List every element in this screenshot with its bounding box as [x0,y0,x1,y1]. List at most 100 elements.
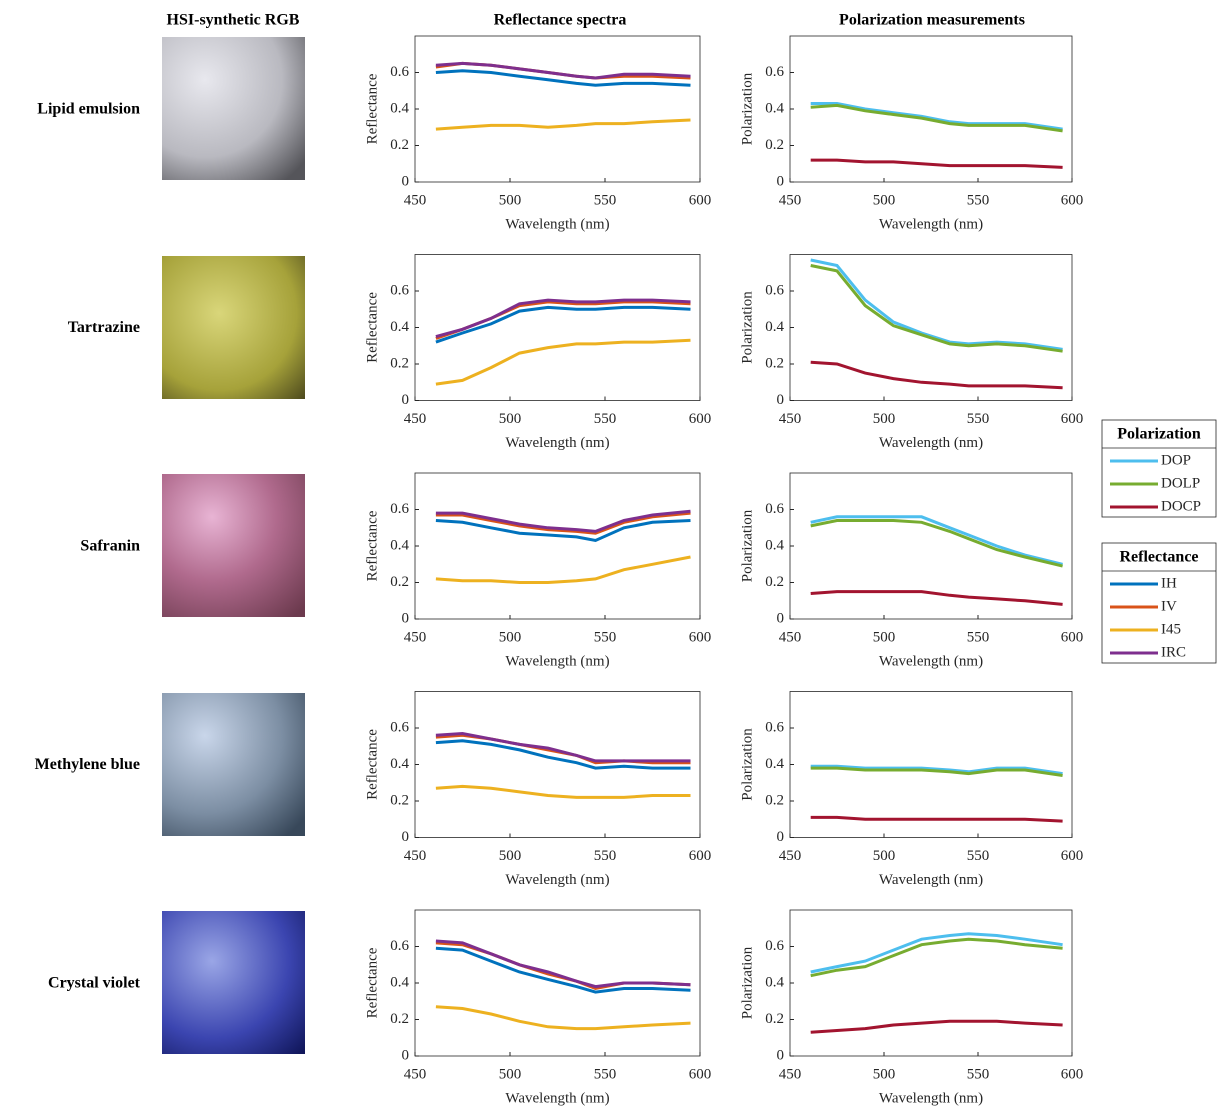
y-tick-label: 0 [402,610,410,626]
x-tick-label: 500 [499,629,522,645]
legend-label: IH [1161,575,1177,591]
x-tick-label: 450 [404,1066,427,1082]
x-tick-label: 550 [967,848,990,864]
y-tick-label: 0.2 [390,1011,409,1027]
series-line [435,739,691,770]
legend-label: DOLP [1161,475,1200,491]
x-tick-label: 500 [499,1066,522,1082]
x-tick-label: 500 [499,848,522,864]
x-tick-label: 450 [779,411,802,427]
series-line [810,360,1063,390]
y-tick-label: 0.6 [390,64,409,80]
series-line [435,338,691,386]
y-tick-label: 0.2 [765,574,784,590]
plot-area [414,472,701,620]
x-tick-label: 600 [1061,848,1084,864]
series-line [810,1019,1063,1034]
x-tick-label: 600 [689,629,712,645]
rgb-image [162,693,305,836]
y-tick-label: 0.6 [765,719,784,735]
series-line [435,69,691,87]
y-tick-label: 0.2 [765,792,784,808]
x-tick-label: 550 [594,848,617,864]
x-tick-label: 550 [967,192,990,208]
x-tick-label: 500 [873,192,896,208]
x-axis-label: Wavelength (nm) [879,216,983,232]
legend-label: I45 [1161,621,1181,637]
row-label: Methylene blue [35,756,140,773]
y-tick-label: 0.2 [390,137,409,153]
x-axis-label: Wavelength (nm) [879,872,983,888]
series-line [810,764,1063,776]
x-tick-label: 600 [689,848,712,864]
x-tick-label: 600 [689,192,712,208]
x-tick-label: 450 [404,192,427,208]
row-label: Lipid emulsion [37,101,140,118]
x-tick-label: 600 [1061,192,1084,208]
rgb-image [162,474,305,617]
plot-area [414,35,701,183]
plot-area [789,909,1073,1057]
x-tick-label: 450 [404,629,427,645]
y-tick-label: 0.6 [390,282,409,298]
x-axis-label: Wavelength (nm) [879,653,983,669]
x-tick-label: 550 [594,192,617,208]
x-tick-label: 450 [779,192,802,208]
y-tick-label: 0.2 [390,355,409,371]
x-tick-label: 600 [689,411,712,427]
x-tick-label: 500 [873,629,896,645]
y-tick-label: 0.6 [390,938,409,954]
y-tick-label: 0 [777,829,785,845]
legend-title: Polarization [1117,426,1201,443]
y-tick-label: 0 [402,829,410,845]
y-axis-label: Reflectance [364,510,380,581]
legend-label: DOCP [1161,498,1201,514]
series-line [810,158,1063,169]
series-line [435,939,691,989]
x-tick-label: 500 [499,192,522,208]
y-tick-label: 0.6 [765,938,784,954]
x-tick-label: 450 [779,848,802,864]
series-line [810,766,1063,777]
column-title: Reflectance spectra [494,12,627,29]
series-line [435,305,691,344]
plot-area [789,472,1073,620]
series-line [435,784,691,799]
y-tick-label: 0.4 [390,537,409,553]
x-tick-label: 550 [967,1066,990,1082]
x-tick-label: 550 [967,629,990,645]
y-tick-label: 0.4 [390,756,409,772]
y-tick-label: 0.4 [765,537,784,553]
y-tick-label: 0.2 [390,574,409,590]
rgb-image [162,256,305,399]
row-label: Crystal violet [48,975,141,992]
series-line [810,937,1063,978]
row-label: Tartrazine [68,319,140,336]
series-line [810,264,1063,353]
x-tick-label: 600 [689,1066,712,1082]
y-axis-label: Reflectance [364,729,380,800]
plot-area [789,35,1073,183]
column-title: Polarization measurements [839,12,1025,29]
legend-label: IRC [1161,644,1186,660]
y-axis-label: Reflectance [364,947,380,1018]
series-line [435,555,691,584]
x-tick-label: 600 [1061,1066,1084,1082]
x-tick-label: 500 [873,848,896,864]
y-axis-label: Reflectance [364,292,380,363]
y-tick-label: 0.2 [765,137,784,153]
y-axis-label: Polarization [739,509,755,582]
y-axis-label: Reflectance [364,73,380,144]
x-tick-label: 550 [967,411,990,427]
series-line [810,519,1063,568]
y-tick-label: 0.4 [390,319,409,335]
series-line [435,61,691,80]
legend-label: DOP [1161,452,1191,468]
y-tick-label: 0.2 [765,1011,784,1027]
x-tick-label: 450 [779,629,802,645]
y-tick-label: 0.4 [765,100,784,116]
y-axis-label: Polarization [739,946,755,1019]
x-axis-label: Wavelength (nm) [505,1090,609,1106]
y-tick-label: 0 [402,392,410,408]
